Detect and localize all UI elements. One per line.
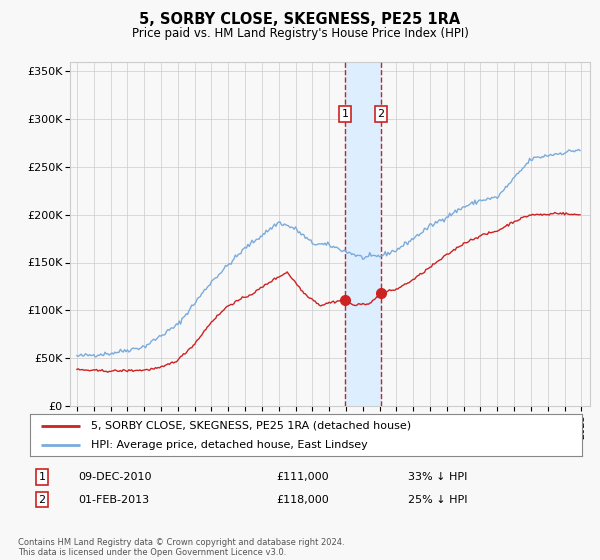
Text: 5, SORBY CLOSE, SKEGNESS, PE25 1RA: 5, SORBY CLOSE, SKEGNESS, PE25 1RA <box>139 12 461 27</box>
Text: 2: 2 <box>377 109 385 119</box>
Text: 2: 2 <box>38 494 46 505</box>
Text: 1: 1 <box>38 472 46 482</box>
Text: 01-FEB-2013: 01-FEB-2013 <box>78 494 149 505</box>
Text: Price paid vs. HM Land Registry's House Price Index (HPI): Price paid vs. HM Land Registry's House … <box>131 27 469 40</box>
Text: 33% ↓ HPI: 33% ↓ HPI <box>408 472 467 482</box>
Text: HPI: Average price, detached house, East Lindsey: HPI: Average price, detached house, East… <box>91 440 367 450</box>
Text: 25% ↓ HPI: 25% ↓ HPI <box>408 494 467 505</box>
Text: £111,000: £111,000 <box>276 472 329 482</box>
Text: £118,000: £118,000 <box>276 494 329 505</box>
Bar <box>345 62 381 406</box>
Text: 09-DEC-2010: 09-DEC-2010 <box>78 472 151 482</box>
Text: 5, SORBY CLOSE, SKEGNESS, PE25 1RA (detached house): 5, SORBY CLOSE, SKEGNESS, PE25 1RA (deta… <box>91 421 411 431</box>
Text: 1: 1 <box>341 109 349 119</box>
Text: Contains HM Land Registry data © Crown copyright and database right 2024.
This d: Contains HM Land Registry data © Crown c… <box>18 538 344 557</box>
